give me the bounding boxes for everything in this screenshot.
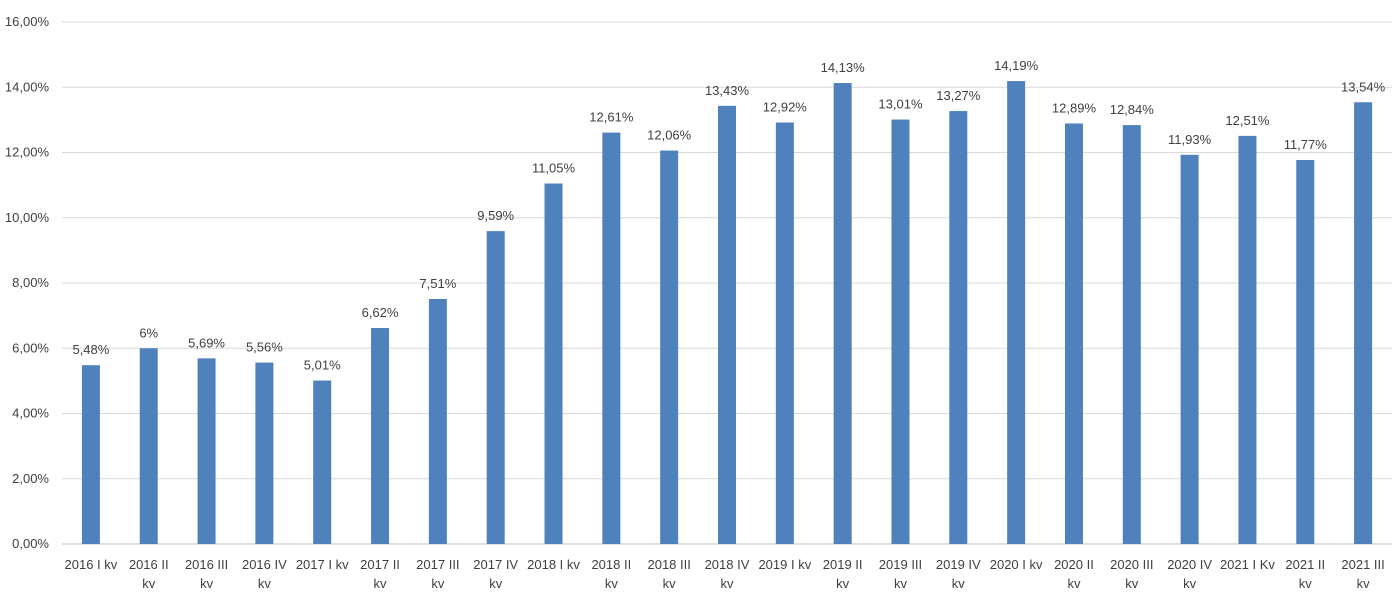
x-tick-label: 2017 III kv [416, 557, 459, 591]
data-labels: 5,48% 6% 5,69% 5,56% 5,01% 6,62% 7,51% 9,59% 11,… [72, 58, 1385, 372]
x-tick-label: 2018 II kv [591, 557, 631, 591]
data-label: 5,69% [188, 335, 225, 350]
data-label: 7,51% [419, 276, 456, 291]
data-label: 9,59% [477, 208, 514, 223]
bar [81, 365, 100, 544]
x-tick-label: 2019 IV kv [936, 557, 981, 591]
y-tick-label: 8,00% [12, 275, 49, 290]
x-tick-label: 2020 II kv [1054, 557, 1094, 591]
x-tick-label: 2021 I Kv [1220, 557, 1275, 572]
data-label: 13,43% [705, 83, 750, 98]
x-tick-label: 2017 II kv [360, 557, 400, 591]
bar [891, 119, 910, 544]
bar [371, 328, 390, 544]
x-tick-label: 2017 I kv [296, 557, 349, 572]
x-tick-label: 2021 III kv [1341, 557, 1384, 591]
y-tick-label: 14,00% [5, 79, 50, 94]
y-tick-label: 10,00% [5, 210, 50, 225]
data-label: 12,92% [763, 99, 808, 114]
data-label: 6% [139, 325, 158, 340]
bar [486, 231, 505, 544]
x-tick-label: 2020 IV kv [1167, 557, 1212, 591]
x-tick-label: 2018 IV kv [705, 557, 750, 591]
bar [602, 132, 621, 544]
bar [949, 111, 968, 544]
data-label: 12,89% [1052, 100, 1097, 115]
y-tick-label: 4,00% [12, 406, 49, 421]
bar [833, 83, 852, 544]
x-tick-label: 2021 II kv [1285, 557, 1325, 591]
bar [1354, 102, 1373, 544]
x-tick-label: 2018 III kv [647, 557, 690, 591]
x-tick-label: 2016 II kv [129, 557, 169, 591]
x-tick-label: 2019 I kv [758, 557, 811, 572]
data-label: 11,93% [1168, 132, 1212, 147]
data-label: 5,01% [304, 358, 341, 373]
data-label: 13,27% [936, 88, 981, 103]
bars [81, 81, 1373, 545]
data-label: 12,84% [1110, 102, 1155, 117]
bar [718, 105, 736, 544]
data-label: 12,06% [647, 128, 692, 143]
bar [197, 358, 216, 544]
bar [313, 380, 332, 544]
bar [775, 122, 794, 545]
y-axis-tick-labels: 0,00% 2,00% 4,00% 6,00% 8,00% 10,00% 12,00% 14,… [5, 14, 50, 551]
bar [255, 362, 274, 544]
y-tick-label: 2,00% [12, 471, 49, 486]
x-tick-label: 2018 I kv [527, 557, 580, 572]
x-tick-label: 2016 I kv [65, 557, 118, 572]
data-label: 5,56% [246, 340, 283, 355]
y-tick-label: 16,00% [5, 14, 50, 29]
data-label: 12,61% [589, 110, 634, 125]
bar [1238, 135, 1257, 544]
x-tick-label: 2020 I kv [990, 557, 1043, 572]
bar [544, 183, 563, 544]
bar [1180, 154, 1199, 544]
bar [660, 150, 679, 545]
bar [1296, 160, 1315, 544]
data-label: 6,62% [362, 305, 399, 320]
y-tick-label: 0,00% [12, 536, 49, 551]
data-label: 12,51% [1225, 113, 1270, 128]
bar [139, 348, 158, 544]
y-tick-label: 12,00% [5, 145, 50, 160]
x-tick-label: 2020 III kv [1110, 557, 1153, 591]
data-label: 13,01% [878, 97, 923, 112]
y-tick-label: 6,00% [12, 340, 49, 355]
x-tick-label: 2016 IV kv [242, 557, 287, 591]
x-tick-label: 2019 III kv [879, 557, 922, 591]
bar [1007, 81, 1026, 545]
data-label: 14,13% [821, 60, 866, 75]
x-tick-label: 2017 IV kv [473, 557, 518, 591]
bar [1064, 123, 1083, 545]
data-label: 5,48% [72, 342, 109, 357]
x-tick-label: 2019 II kv [823, 557, 863, 591]
bar [428, 298, 447, 544]
x-tick-label: 2016 III kv [185, 557, 228, 591]
x-axis-category-labels: 2016 I kv 2016 II kv 2016 III kv 2016 IV kv 201… [65, 557, 1385, 591]
data-label: 11,05% [532, 160, 576, 175]
data-label: 13,54% [1341, 79, 1386, 94]
data-label: 11,77% [1284, 137, 1328, 152]
bar [1122, 125, 1141, 544]
data-label: 14,19% [994, 58, 1039, 73]
